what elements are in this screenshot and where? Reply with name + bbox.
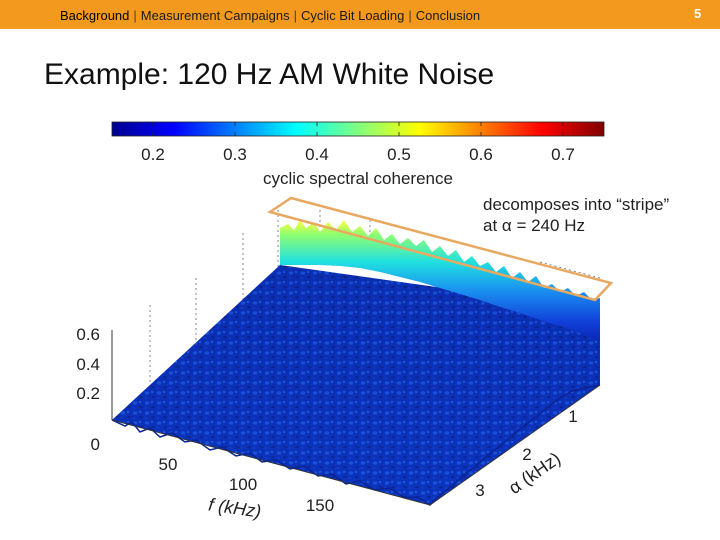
annotation-line-2: at α = 240 Hz (483, 216, 585, 235)
f-axis-label: f (kHz) (207, 494, 262, 521)
alpha-tick-label: 1 (568, 407, 577, 426)
f-tick-label: 50 (159, 455, 178, 474)
colorbar-tick-marks (152, 122, 564, 136)
colorbar-label: cyclic spectral coherence (263, 169, 453, 188)
nav-item-cyclic-bit-loading[interactable]: Cyclic Bit Loading (301, 8, 405, 23)
nav-separator: | (133, 8, 137, 23)
f-tick-label: 100 (229, 475, 257, 494)
colorbar-tick-label: 0.3 (223, 145, 247, 164)
page-number: 5 (694, 6, 702, 21)
colorbar-tick-label: 0.6 (469, 145, 493, 164)
nav-item-conclusion[interactable]: Conclusion (415, 8, 481, 23)
noise-floor-shade (112, 265, 600, 505)
colorbar-tick-label: 0.2 (141, 145, 165, 164)
header-bar (0, 0, 720, 29)
colorbar-tick-label: 0.4 (305, 145, 329, 164)
cyclic-stripe-ridge (280, 220, 600, 340)
breadcrumb-nav: Background | Measurement Campaigns | Cyclic … (60, 8, 480, 23)
nav-item-measurement-campaigns[interactable]: Measurement Campaigns (140, 8, 290, 23)
z-tick-label: 0.4 (76, 355, 100, 374)
f-axis-line (111, 419, 431, 506)
colorbar (111, 121, 605, 137)
f-tick-label: 150 (306, 496, 334, 515)
nav-item-background[interactable]: Background (60, 8, 130, 23)
alpha-tick-label: 2 (522, 445, 531, 464)
z-tick-label: 0.2 (76, 384, 100, 403)
alpha-axis-label: α (kHz) (505, 448, 564, 498)
alpha-axis-line (429, 384, 601, 506)
alpha-tick-label: 3 (475, 481, 484, 500)
nav-separator: | (293, 8, 298, 23)
slide-title: Example: 120 Hz AM White Noise (44, 58, 495, 91)
stripe-highlight-box (267, 196, 614, 302)
z-tick-label: 0 (91, 435, 100, 454)
z-tick-label: 0.6 (76, 325, 100, 344)
colorbar-tick-label: 0.7 (551, 145, 575, 164)
colorbar-tick-label: 0.5 (387, 145, 411, 164)
annotation-line-1: decomposes into “stripe” (483, 195, 669, 214)
nav-separator: | (408, 8, 412, 23)
